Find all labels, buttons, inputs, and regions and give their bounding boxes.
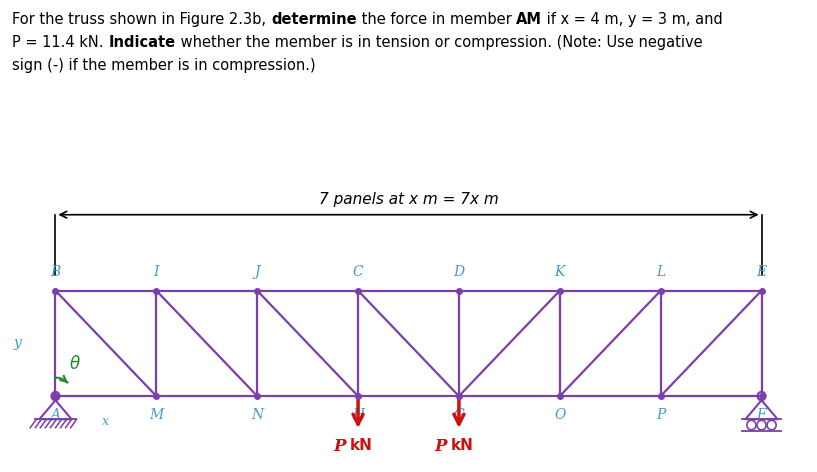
Text: Indicate: Indicate: [109, 35, 176, 51]
Text: 7 panels at x m = 7x m: 7 panels at x m = 7x m: [319, 192, 498, 207]
Text: P: P: [435, 438, 447, 455]
Text: sign (-) if the member is in compression.): sign (-) if the member is in compression…: [12, 58, 316, 73]
Text: y: y: [13, 337, 21, 350]
Text: I: I: [154, 265, 159, 279]
Text: kN: kN: [451, 438, 474, 453]
Text: D: D: [453, 265, 465, 279]
Text: P: P: [333, 438, 346, 455]
Text: M: M: [150, 408, 163, 421]
Text: P: P: [656, 408, 665, 421]
Text: L: L: [656, 265, 665, 279]
Text: x: x: [102, 415, 109, 428]
Text: AM: AM: [516, 12, 542, 27]
Text: $\theta$: $\theta$: [69, 355, 81, 373]
Text: O: O: [554, 408, 565, 421]
Text: J: J: [254, 265, 260, 279]
Text: F: F: [757, 408, 766, 421]
Text: determine: determine: [271, 12, 356, 27]
Text: kN: kN: [350, 438, 373, 453]
Text: whether the member is in tension or compression. (Note: Use negative: whether the member is in tension or comp…: [176, 35, 702, 51]
Text: P = 11.4 kN.: P = 11.4 kN.: [12, 35, 109, 51]
Text: E: E: [757, 265, 766, 279]
Text: K: K: [555, 265, 565, 279]
Text: C: C: [353, 265, 364, 279]
Text: A: A: [51, 408, 60, 421]
Text: For the truss shown in Figure 2.3b,: For the truss shown in Figure 2.3b,: [12, 12, 271, 27]
Text: B: B: [51, 265, 60, 279]
Text: if x = 4 m, y = 3 m, and: if x = 4 m, y = 3 m, and: [542, 12, 722, 27]
Text: G: G: [453, 408, 465, 421]
Text: N: N: [251, 408, 263, 421]
Text: the force in member: the force in member: [356, 12, 516, 27]
Text: H: H: [352, 408, 364, 421]
